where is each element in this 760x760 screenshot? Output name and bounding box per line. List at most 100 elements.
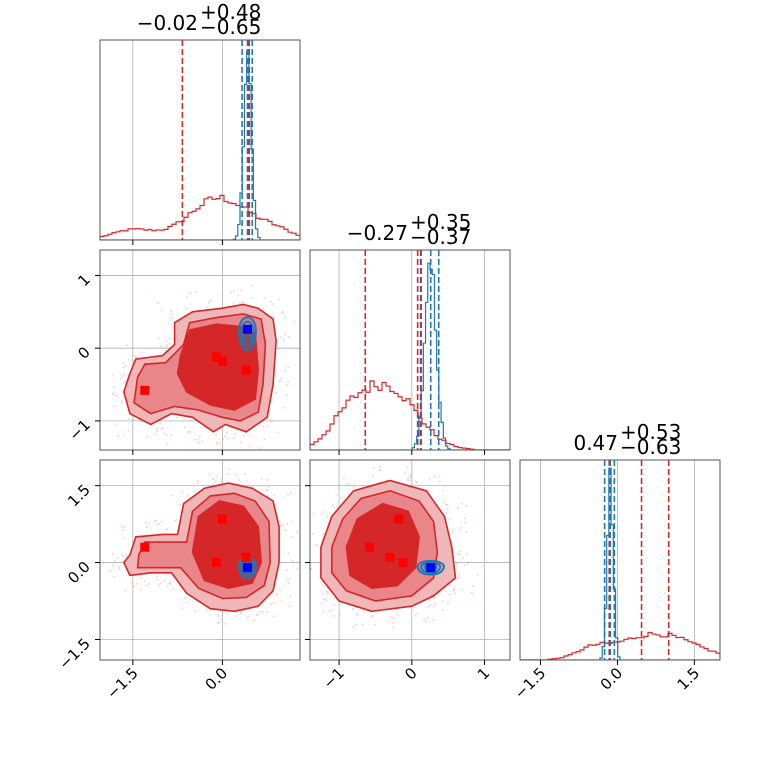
sample-point <box>425 484 427 487</box>
sample-point <box>471 592 474 595</box>
sample-point <box>262 308 265 311</box>
red-histogram-line <box>310 380 510 450</box>
sample-point <box>183 426 186 429</box>
red-histogram-line <box>520 631 720 660</box>
sample-point <box>250 297 253 299</box>
y-tick-label: 0.0 <box>64 558 94 588</box>
sample-point <box>410 483 413 486</box>
sample-point <box>219 442 221 444</box>
sample-point <box>217 622 219 625</box>
sample-point <box>165 529 167 531</box>
panel-title-upper-2: +0.53 <box>620 420 681 444</box>
sample-point <box>123 396 126 399</box>
sample-point <box>124 380 127 383</box>
sample-point <box>170 313 173 315</box>
sample-point <box>197 441 200 444</box>
sample-point <box>275 392 278 394</box>
sample-point <box>122 526 125 529</box>
sample-point <box>410 478 413 481</box>
sample-point <box>332 615 335 617</box>
sample-point <box>208 302 210 304</box>
sample-point <box>226 437 229 440</box>
sample-point <box>187 493 189 496</box>
sample-point <box>216 441 218 444</box>
sample-point <box>457 553 459 555</box>
sample-point <box>476 573 479 576</box>
sample-point <box>194 491 196 493</box>
y-tick-label: −1 <box>65 416 93 444</box>
panel-frame <box>99 249 301 451</box>
sample-point <box>224 622 227 625</box>
red-square-marker <box>398 558 408 568</box>
sample-point <box>210 299 212 302</box>
sample-point <box>284 333 286 336</box>
sample-point <box>156 428 158 430</box>
sample-point <box>247 615 249 618</box>
sample-point <box>247 618 249 620</box>
sample-point <box>251 485 254 488</box>
sample-point <box>404 472 406 474</box>
scatter-panel-2-0 <box>109 468 299 625</box>
sample-point <box>314 543 317 546</box>
sample-point <box>276 593 278 595</box>
sample-point <box>170 434 173 436</box>
sample-point <box>260 478 263 480</box>
sample-point <box>239 441 242 444</box>
sample-point <box>278 298 281 301</box>
sample-point <box>273 494 276 497</box>
sample-point <box>258 447 261 449</box>
sample-point <box>109 570 112 572</box>
red-square-marker <box>217 356 227 366</box>
sample-point <box>156 430 158 433</box>
sample-point <box>199 435 201 438</box>
sample-point <box>159 422 162 425</box>
sample-point <box>267 495 269 497</box>
sample-point <box>245 480 248 483</box>
sample-point <box>168 337 171 340</box>
scatter-panel-1-0 <box>112 284 296 449</box>
sample-point <box>120 525 123 528</box>
sample-point <box>395 608 398 611</box>
sample-point <box>140 577 142 579</box>
sample-point <box>126 555 128 557</box>
sample-point <box>232 290 235 292</box>
sample-point <box>158 584 160 587</box>
sample-point <box>118 568 121 570</box>
sample-point <box>169 317 172 320</box>
sample-point <box>356 613 358 615</box>
sample-point <box>296 567 299 570</box>
sample-point <box>428 478 431 480</box>
sample-point <box>125 569 127 571</box>
sample-point <box>135 356 138 358</box>
sample-point <box>114 423 117 425</box>
sample-point <box>118 565 121 568</box>
sample-point <box>355 623 358 626</box>
sample-point <box>234 433 237 436</box>
sample-point <box>392 626 395 629</box>
sample-point <box>168 343 171 345</box>
sample-point <box>169 582 171 584</box>
sample-point <box>244 432 247 434</box>
sample-point <box>215 434 218 436</box>
sample-point <box>320 581 323 583</box>
sample-point <box>160 345 163 348</box>
sample-point <box>266 489 269 491</box>
panel-title-0: −0.02 <box>137 11 198 35</box>
sample-point <box>232 303 235 305</box>
sample-point <box>284 316 287 319</box>
sample-point <box>141 351 143 354</box>
panel-title-lower-0: −0.65 <box>200 15 261 39</box>
panel-frame <box>309 459 511 661</box>
sample-point <box>470 591 473 594</box>
sample-point <box>407 476 410 479</box>
sample-point <box>281 377 283 379</box>
sample-point <box>466 562 469 565</box>
sample-point <box>416 481 418 484</box>
sample-point <box>148 521 151 524</box>
sample-point <box>172 588 175 590</box>
sample-point <box>235 611 238 614</box>
sample-point <box>112 393 114 396</box>
sample-point <box>372 467 375 470</box>
panel-frame <box>99 39 301 241</box>
sample-point <box>372 475 374 477</box>
